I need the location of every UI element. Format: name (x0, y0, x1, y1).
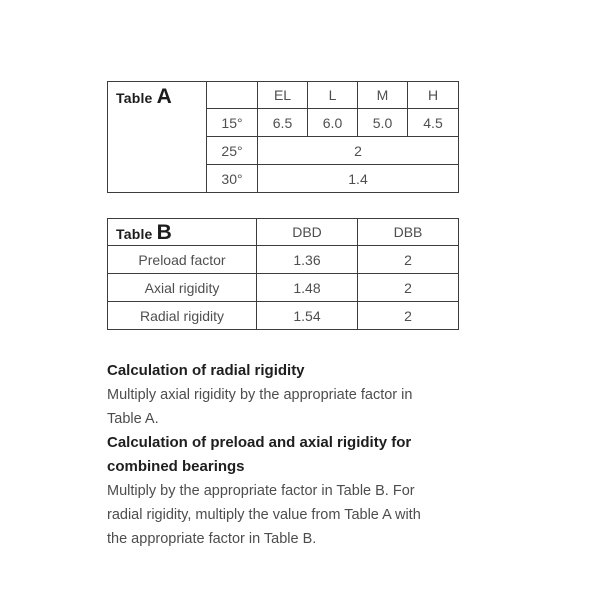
table-a-value-cell: 5.0 (357, 108, 408, 137)
table-a-value-cell: 4.5 (407, 108, 459, 137)
table-a-col-header: L (307, 81, 358, 109)
table-b-value-cell: 1.36 (256, 245, 358, 274)
table-a-col-header: M (357, 81, 408, 109)
table-a-title-letter: A (156, 85, 172, 108)
body-line: Multiply by the appropriate factor in Ta… (107, 483, 415, 499)
table-row: Axial rigidity 1.48 2 (107, 273, 459, 302)
table-a-col-header: H (407, 81, 459, 109)
body-line: radial rigidity, multiply the value from… (107, 507, 421, 523)
table-b-row-label: Radial rigidity (107, 301, 257, 330)
table-row: 25° 2 (108, 136, 459, 165)
body-line: the appropriate factor in Table B. (107, 531, 317, 547)
table-a-col-header: EL (257, 81, 308, 109)
body-line: Multiply axial rigidity by the appropria… (107, 387, 413, 403)
table-row: 15° 6.5 6.0 5.0 4.5 (108, 108, 459, 137)
table-a-angle-cell: 15° (206, 108, 258, 137)
table-b-value-cell: 2 (357, 273, 459, 302)
table-b-row-label: Axial rigidity (107, 273, 257, 302)
table-row: Radial rigidity 1.54 2 (107, 301, 459, 330)
table-row: 30° 1.4 (108, 164, 459, 193)
table-b-title-letter: B (156, 220, 172, 244)
table-a-corner-cell (206, 81, 258, 109)
section-heading: Calculation of radial rigidity (107, 362, 305, 379)
table-b: Table B DBD DBB Preload factor 1.36 2 Ax… (107, 218, 459, 330)
table-b-value-cell: 2 (357, 301, 459, 330)
table-b-value-cell: 2 (357, 245, 459, 274)
section-heading: combined bearings (107, 458, 245, 475)
table-b-col-header: DBD (256, 218, 358, 246)
table-a-value-cell: 6.0 (307, 108, 358, 137)
explanation-text: Calculation of radial rigidity Multiply … (107, 359, 447, 551)
table-a-value-cell: 6.5 (257, 108, 308, 137)
table-a-merged-value-cell: 2 (257, 136, 459, 165)
table-a: Table A EL L M H 15° 6.5 6.0 5.0 4.5 25°… (107, 81, 459, 193)
section-heading: Calculation of preload and axial rigidit… (107, 434, 412, 451)
table-b-title-prefix: Table (116, 225, 157, 242)
table-b-value-cell: 1.54 (256, 301, 358, 330)
table-b-col-header: DBB (357, 218, 459, 246)
table-a-angle-cell: 30° (206, 164, 258, 193)
table-a-title-cell: Table A (107, 81, 207, 193)
table-b-value-cell: 1.48 (256, 273, 358, 302)
table-row: Preload factor 1.36 2 (107, 245, 459, 274)
table-b-title-cell: Table B (107, 218, 257, 246)
body-line: Table A. (107, 411, 159, 427)
table-b-row-label: Preload factor (107, 245, 257, 274)
table-a-merged-value-cell: 1.4 (257, 164, 459, 193)
table-a-angle-cell: 25° (206, 136, 258, 165)
table-a-title-prefix: Table (116, 90, 157, 106)
